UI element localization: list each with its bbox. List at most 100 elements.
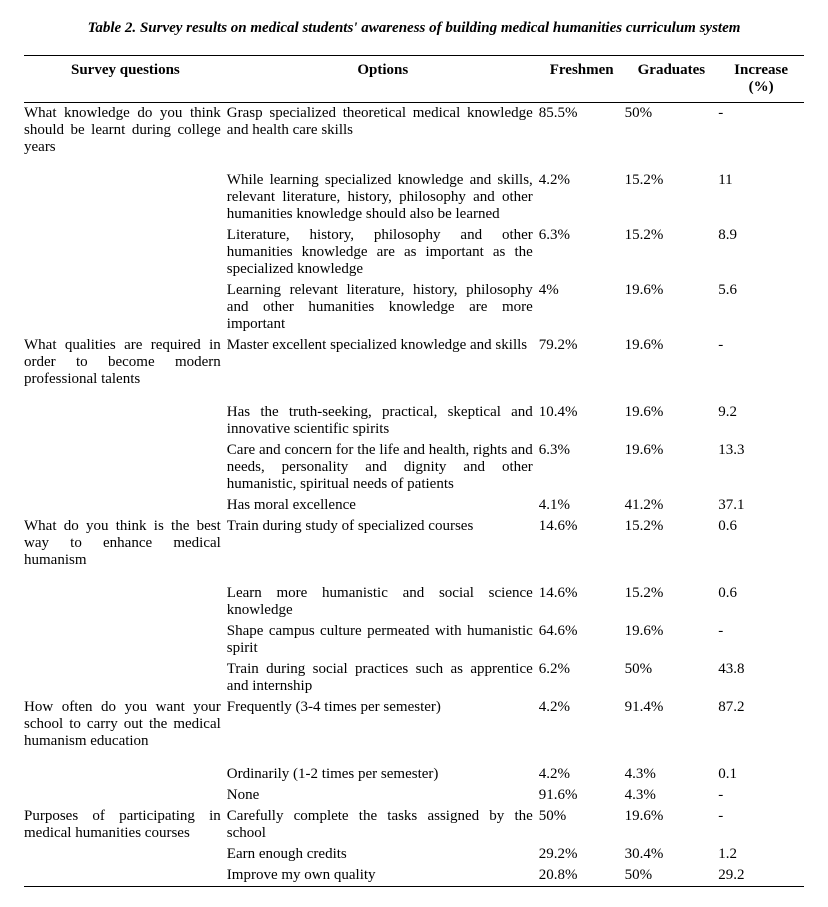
cell-increase: 0.6 bbox=[718, 516, 804, 571]
col-header-graduates: Graduates bbox=[625, 56, 719, 103]
table-row: While learning specialized knowledge and… bbox=[24, 158, 804, 225]
cell-question bbox=[24, 844, 227, 865]
cell-question bbox=[24, 785, 227, 806]
cell-option: Ordinarily (1-2 times per semester) bbox=[227, 752, 539, 785]
cell-increase: 8.9 bbox=[718, 225, 804, 280]
cell-option: Learn more humanistic and social science… bbox=[227, 571, 539, 621]
cell-graduates: 50% bbox=[625, 865, 719, 887]
cell-option: None bbox=[227, 785, 539, 806]
cell-increase: 0.1 bbox=[718, 752, 804, 785]
cell-graduates: 50% bbox=[625, 103, 719, 159]
cell-increase: 1.2 bbox=[718, 844, 804, 865]
table-row: How often do you want your school to car… bbox=[24, 697, 804, 752]
cell-graduates: 15.2% bbox=[625, 158, 719, 225]
cell-increase: 13.3 bbox=[718, 440, 804, 495]
cell-question bbox=[24, 280, 227, 335]
cell-increase: 43.8 bbox=[718, 659, 804, 697]
cell-question: What knowledge do you think should be le… bbox=[24, 103, 227, 159]
col-header-questions: Survey questions bbox=[24, 56, 227, 103]
cell-freshmen: 79.2% bbox=[539, 335, 625, 390]
table-caption: Table 2. Survey results on medical stude… bbox=[24, 20, 804, 37]
table-row: Ordinarily (1-2 times per semester)4.2%4… bbox=[24, 752, 804, 785]
cell-graduates: 19.6% bbox=[625, 335, 719, 390]
cell-increase: - bbox=[718, 785, 804, 806]
cell-increase: 29.2 bbox=[718, 865, 804, 887]
cell-increase: 37.1 bbox=[718, 495, 804, 516]
cell-graduates: 15.2% bbox=[625, 516, 719, 571]
cell-question: What do you think is the best way to enh… bbox=[24, 516, 227, 571]
cell-question bbox=[24, 158, 227, 225]
col-header-options: Options bbox=[227, 56, 539, 103]
table-row: Literature, history, philosophy and othe… bbox=[24, 225, 804, 280]
cell-option: Earn enough credits bbox=[227, 844, 539, 865]
table-row: Care and concern for the life and health… bbox=[24, 440, 804, 495]
cell-freshmen: 6.3% bbox=[539, 440, 625, 495]
cell-graduates: 50% bbox=[625, 659, 719, 697]
table-row: Shape campus culture permeated with huma… bbox=[24, 621, 804, 659]
col-header-increase-l1: Increase bbox=[722, 62, 800, 79]
cell-question bbox=[24, 440, 227, 495]
col-header-freshmen: Freshmen bbox=[539, 56, 625, 103]
table-row: Purposes of participating in medical hum… bbox=[24, 806, 804, 844]
cell-option: Has moral excellence bbox=[227, 495, 539, 516]
table-header-row: Survey questions Options Freshmen Gradua… bbox=[24, 56, 804, 103]
cell-question: How often do you want your school to car… bbox=[24, 697, 227, 752]
caption-text: Survey results on medical students' awar… bbox=[136, 20, 740, 36]
cell-increase: 11 bbox=[718, 158, 804, 225]
cell-graduates: 15.2% bbox=[625, 225, 719, 280]
table-row: None91.6%4.3%- bbox=[24, 785, 804, 806]
cell-freshmen: 20.8% bbox=[539, 865, 625, 887]
cell-increase: 5.6 bbox=[718, 280, 804, 335]
cell-increase: 9.2 bbox=[718, 390, 804, 440]
cell-option: Master excellent specialized knowledge a… bbox=[227, 335, 539, 390]
cell-question bbox=[24, 621, 227, 659]
cell-option: Train during social practices such as ap… bbox=[227, 659, 539, 697]
table-row: What knowledge do you think should be le… bbox=[24, 103, 804, 159]
cell-freshmen: 64.6% bbox=[539, 621, 625, 659]
cell-option: Shape campus culture permeated with huma… bbox=[227, 621, 539, 659]
cell-graduates: 91.4% bbox=[625, 697, 719, 752]
cell-question: Purposes of participating in medical hum… bbox=[24, 806, 227, 844]
table-row: Has the truth-seeking, practical, skepti… bbox=[24, 390, 804, 440]
cell-freshmen: 50% bbox=[539, 806, 625, 844]
cell-option: Train during study of specialized course… bbox=[227, 516, 539, 571]
survey-table: Survey questions Options Freshmen Gradua… bbox=[24, 55, 804, 887]
cell-freshmen: 6.3% bbox=[539, 225, 625, 280]
table-row: Learning relevant literature, history, p… bbox=[24, 280, 804, 335]
cell-freshmen: 4% bbox=[539, 280, 625, 335]
col-header-increase: Increase (%) bbox=[718, 56, 804, 103]
table-row: Has moral excellence4.1%41.2%37.1 bbox=[24, 495, 804, 516]
cell-graduates: 4.3% bbox=[625, 785, 719, 806]
cell-option: Learning relevant literature, history, p… bbox=[227, 280, 539, 335]
cell-freshmen: 4.2% bbox=[539, 752, 625, 785]
cell-freshmen: 4.1% bbox=[539, 495, 625, 516]
cell-increase: - bbox=[718, 103, 804, 159]
cell-option: Grasp specialized theoretical medical kn… bbox=[227, 103, 539, 159]
cell-graduates: 4.3% bbox=[625, 752, 719, 785]
cell-option: Has the truth-seeking, practical, skepti… bbox=[227, 390, 539, 440]
table-row: Train during social practices such as ap… bbox=[24, 659, 804, 697]
cell-freshmen: 10.4% bbox=[539, 390, 625, 440]
cell-graduates: 41.2% bbox=[625, 495, 719, 516]
caption-prefix: Table 2. bbox=[88, 20, 137, 36]
cell-option: Carefully complete the tasks assigned by… bbox=[227, 806, 539, 844]
cell-freshmen: 85.5% bbox=[539, 103, 625, 159]
cell-freshmen: 14.6% bbox=[539, 516, 625, 571]
cell-increase: 87.2 bbox=[718, 697, 804, 752]
cell-graduates: 19.6% bbox=[625, 390, 719, 440]
cell-increase: - bbox=[718, 335, 804, 390]
cell-freshmen: 4.2% bbox=[539, 158, 625, 225]
cell-graduates: 15.2% bbox=[625, 571, 719, 621]
cell-graduates: 30.4% bbox=[625, 844, 719, 865]
cell-question: What qualities are required in order to … bbox=[24, 335, 227, 390]
cell-question bbox=[24, 865, 227, 887]
cell-question bbox=[24, 752, 227, 785]
cell-freshmen: 4.2% bbox=[539, 697, 625, 752]
col-header-increase-l2: (%) bbox=[722, 79, 800, 96]
cell-increase: 0.6 bbox=[718, 571, 804, 621]
cell-option: Care and concern for the life and health… bbox=[227, 440, 539, 495]
cell-option: Literature, history, philosophy and othe… bbox=[227, 225, 539, 280]
table-row: Earn enough credits29.2%30.4%1.2 bbox=[24, 844, 804, 865]
cell-graduates: 19.6% bbox=[625, 806, 719, 844]
cell-graduates: 19.6% bbox=[625, 280, 719, 335]
